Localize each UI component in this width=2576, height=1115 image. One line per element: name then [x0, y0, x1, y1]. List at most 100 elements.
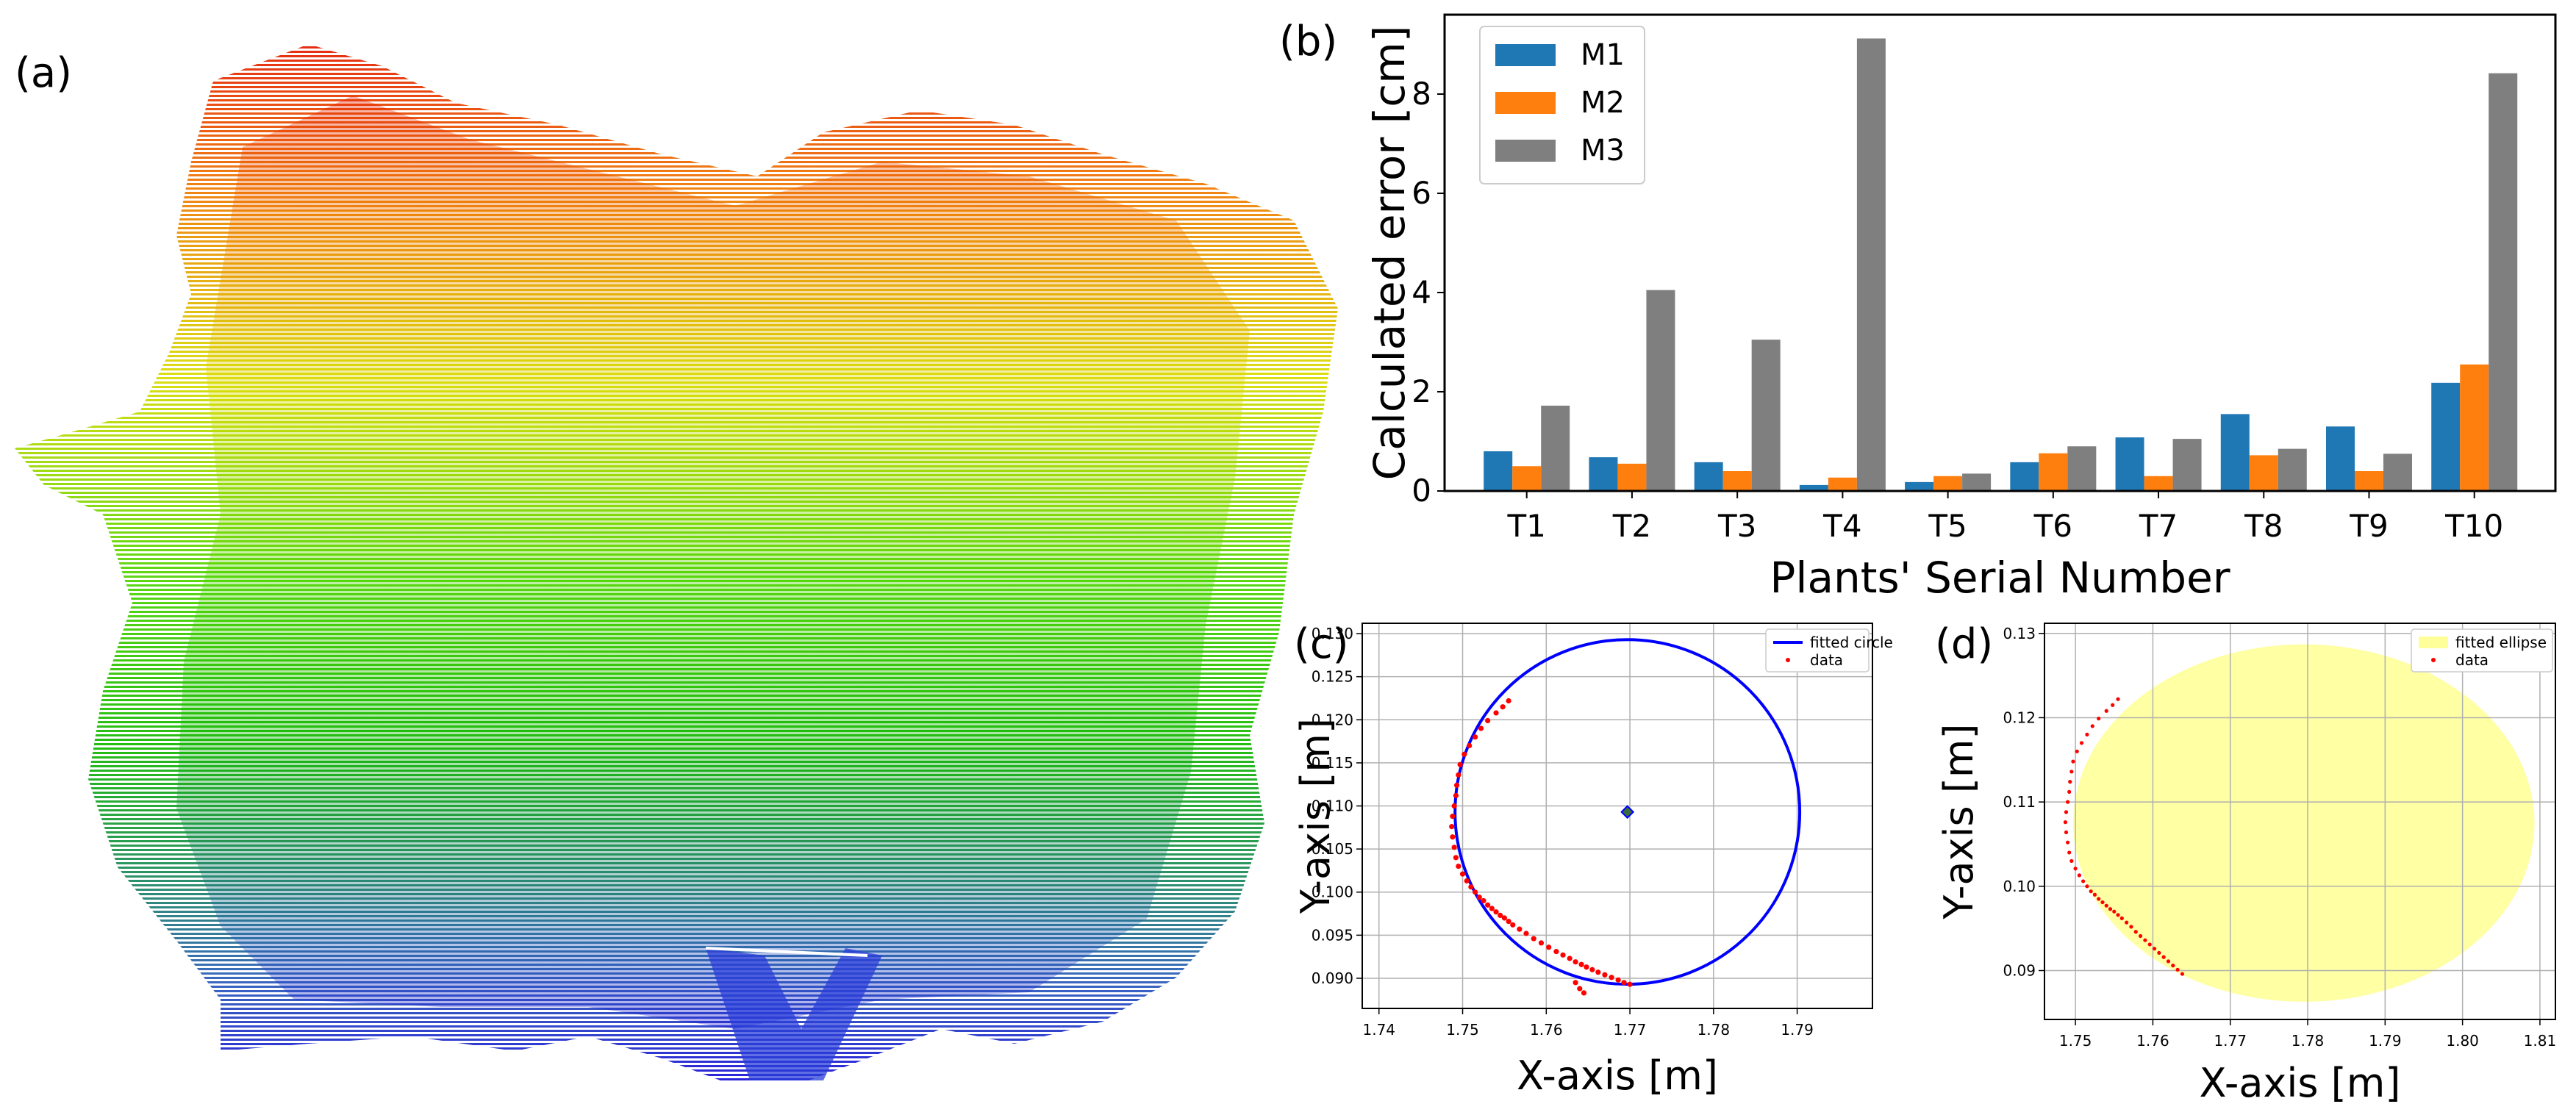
- x-tick-label: 1.79: [2369, 1032, 2402, 1050]
- data-point: [1602, 972, 1608, 978]
- y-axis-label: Y-axis [m]: [1936, 723, 1982, 919]
- data-point: [1481, 897, 1486, 904]
- bar-M2-T2: [1617, 463, 1647, 491]
- legend-swatch-M2: [1495, 92, 1556, 114]
- data-point: [2097, 716, 2101, 721]
- x-tick-label: 1.74: [1362, 1021, 1395, 1039]
- bar-M3-T3: [1751, 340, 1781, 491]
- plot-frame: [2044, 623, 2556, 1020]
- legend-swatch-fitted: [2419, 637, 2448, 648]
- data-point: [2111, 703, 2115, 707]
- bar-M2-T7: [2144, 476, 2173, 491]
- data-point: [1531, 936, 1536, 942]
- data-point: [1464, 878, 1470, 884]
- bar-M1-T10: [2431, 382, 2461, 491]
- data-point: [2108, 907, 2113, 911]
- y-tick-label: 0.110: [1312, 797, 1353, 815]
- data-point: [1595, 969, 1601, 975]
- data-point: [2067, 789, 2072, 794]
- data-point: [2069, 770, 2074, 774]
- bar-M1-T4: [1799, 484, 1828, 491]
- y-tick-label: 0.105: [1312, 840, 1353, 858]
- data-point: [2064, 810, 2069, 814]
- x-tick-label: 1.75: [2059, 1032, 2092, 1050]
- y-tick-label: 0.10: [2003, 878, 2036, 895]
- panel-label-b: (b): [1279, 18, 1337, 65]
- bar-M3-T1: [1541, 405, 1570, 491]
- y-tick-label: 0.125: [1312, 668, 1353, 686]
- data-point: [1453, 855, 1459, 861]
- data-point: [2079, 741, 2084, 745]
- data-point: [1553, 949, 1559, 955]
- data-point: [1453, 782, 1460, 788]
- bar-M3-T2: [1646, 290, 1675, 491]
- data-point: [2119, 916, 2124, 920]
- data-point: [2063, 820, 2068, 825]
- data-point: [1456, 863, 1461, 870]
- data-point: [1621, 980, 1627, 986]
- x-tick-label: T2: [1612, 508, 1651, 544]
- legend-label-fitted: fitted circle: [1810, 634, 1893, 651]
- data-point: [2100, 900, 2105, 905]
- bar-M3-T5: [1962, 473, 1992, 491]
- legend-swatch-M1: [1495, 44, 1556, 66]
- data-point: [1523, 931, 1529, 936]
- data-point: [2104, 903, 2108, 908]
- legend-label-M3: M3: [1581, 134, 1625, 168]
- bar-M1-T6: [2010, 462, 2039, 491]
- x-tick-label: T7: [2139, 508, 2178, 544]
- x-tick-label: 1.81: [2524, 1032, 2557, 1050]
- data-point: [2180, 972, 2185, 976]
- legend-label-data: data: [1810, 651, 1843, 669]
- y-tick-label: 0.100: [1312, 883, 1353, 901]
- y-tick-label: 0.13: [2003, 625, 2036, 642]
- data-point: [2129, 925, 2133, 929]
- bar-M1-T8: [2220, 414, 2250, 491]
- bar-M2-T5: [1933, 476, 1963, 491]
- x-axis-label: X-axis [m]: [1517, 1053, 1718, 1099]
- panel-label-c: (c): [1294, 620, 1348, 668]
- data-point: [1493, 710, 1499, 716]
- legend-marker-data: [2431, 658, 2436, 662]
- data-point: [1584, 964, 1589, 970]
- y-tick-label: 0.115: [1312, 754, 1353, 772]
- bar-M3-T7: [2172, 439, 2202, 491]
- bar-M2-T8: [2249, 455, 2278, 491]
- data-point: [2116, 697, 2120, 701]
- y-tick-label: 8: [1412, 76, 1431, 112]
- bar-M2-T3: [1722, 471, 1752, 491]
- bar-M3-T10: [2489, 73, 2518, 491]
- data-point: [1485, 717, 1491, 724]
- scatter-chart-d: 1.75 1.76 1.77 1.78 1.79 1.80 1.81 0.09 0.10 0.11…: [1936, 623, 2556, 1106]
- data-point: [2085, 732, 2089, 736]
- data-point: [1500, 704, 1506, 710]
- panel-label-a: (a): [15, 49, 72, 97]
- data-point: [1459, 871, 1466, 877]
- bar-M3-T9: [2383, 453, 2412, 491]
- data-point: [1453, 792, 1459, 799]
- data-point: [2161, 955, 2166, 959]
- data-point: [2116, 913, 2120, 917]
- x-tick-label: 1.80: [2446, 1032, 2479, 1050]
- data-point: [1567, 956, 1573, 961]
- plot-frame-b: [1443, 13, 2557, 492]
- y-tick-label: 0: [1412, 473, 1431, 509]
- x-tick-label: T4: [1822, 508, 1861, 544]
- data-point: [2097, 897, 2101, 901]
- data-point: [1476, 894, 1482, 900]
- scatter-chart-c: 1.74 1.75 1.76 1.77 1.78 1.79 0.090 0.095 0.100 0…: [1292, 623, 1893, 1099]
- data-point: [1609, 975, 1614, 980]
- data-point: [1581, 990, 1587, 996]
- data-point: [1468, 884, 1474, 890]
- y-tick-label: 0.09: [2003, 961, 2036, 979]
- data-point: [2166, 959, 2171, 964]
- x-tick-label: T6: [2033, 508, 2072, 544]
- legend-box: [1765, 628, 1870, 673]
- data-point: [1573, 980, 1578, 986]
- data-point: [1478, 725, 1484, 731]
- data-point: [1589, 967, 1595, 972]
- data-point: [1450, 813, 1456, 820]
- tree-point-cloud: [15, 44, 1338, 1080]
- bar-M1-T2: [1589, 457, 1618, 491]
